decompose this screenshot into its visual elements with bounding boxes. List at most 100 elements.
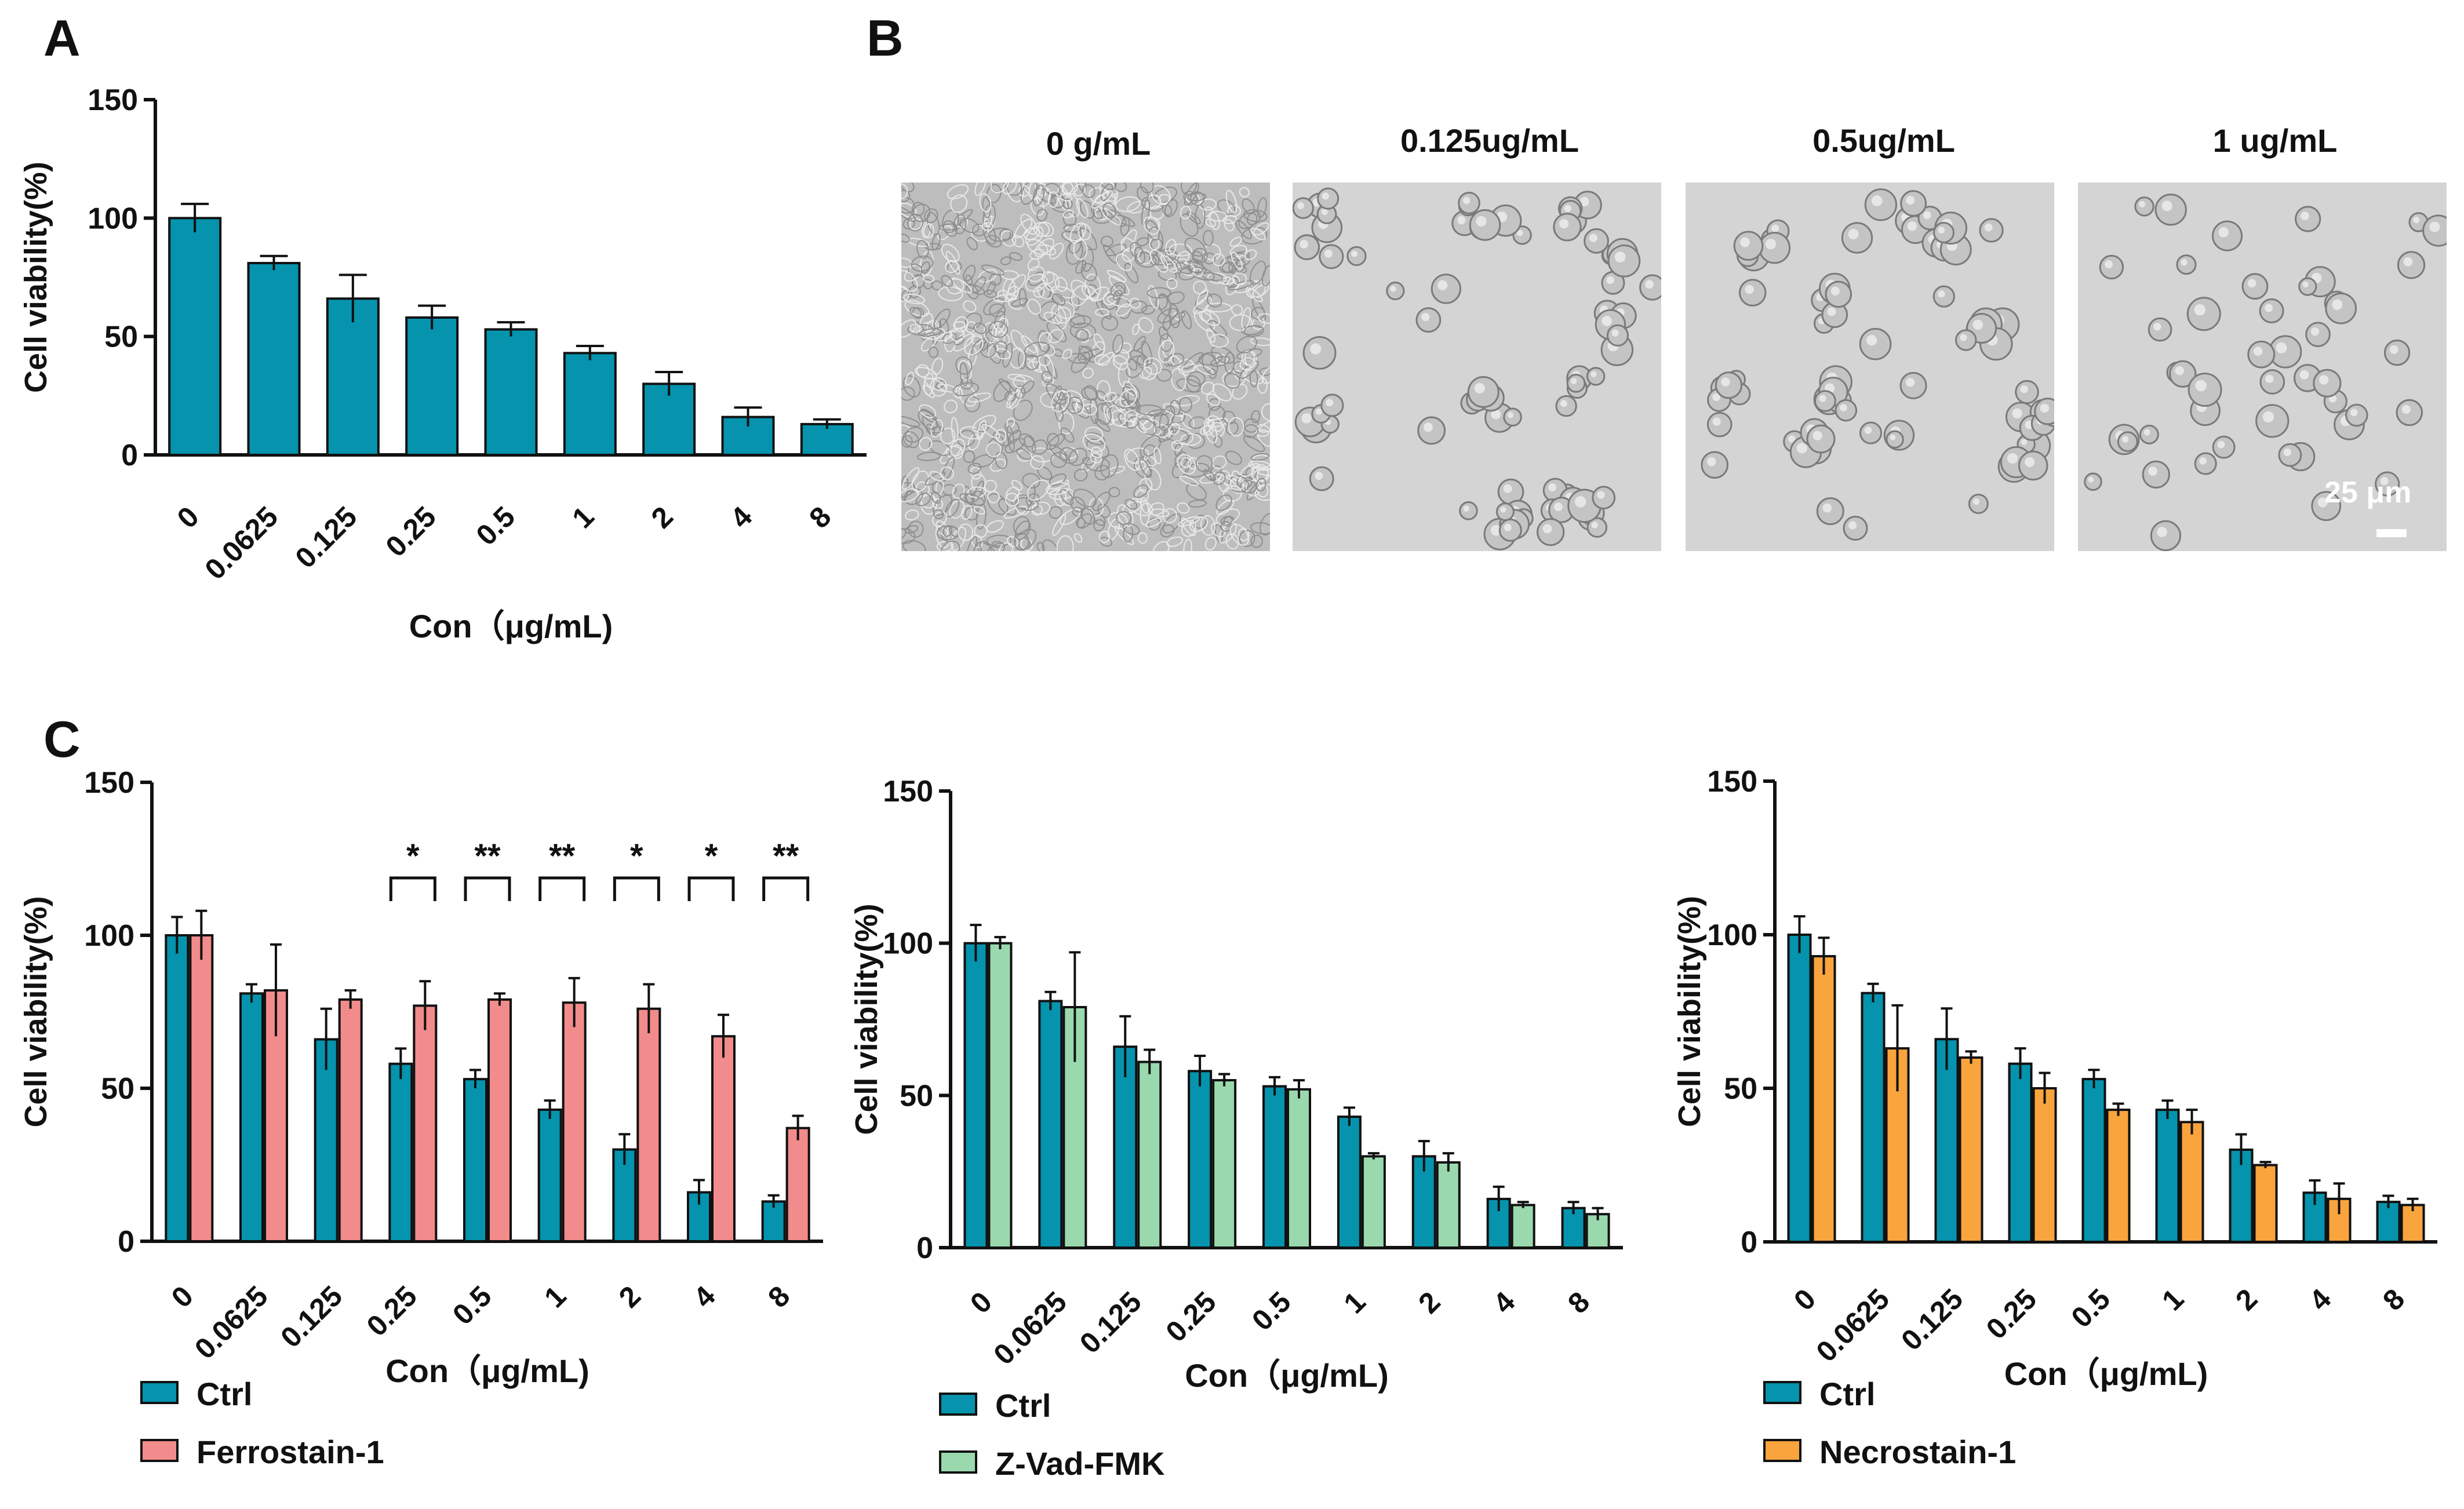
c1-significance-mark: *	[705, 837, 718, 875]
c1-bar-ferrostain-1	[189, 934, 214, 1242]
c3-bar-ctrl	[1861, 992, 1886, 1243]
scale-bar-label: 25 μm	[2324, 476, 2412, 509]
a-y-tick-label: 50	[104, 320, 138, 354]
c3-legend-label: Necrostain-1	[1819, 1434, 2016, 1470]
scale-bar	[2376, 529, 2407, 537]
c2-y-tick-label: 50	[900, 1079, 933, 1113]
c1-significance-mark: **	[773, 837, 799, 875]
c3-bar-necrostain-1	[2253, 1164, 2278, 1243]
a-x-tick-label: 0.5	[470, 500, 522, 552]
a-bar-ctrl	[405, 316, 459, 456]
c3-y-axis-label: Cell viability(%)	[1672, 896, 1707, 1127]
c2-x-tick-label: 2	[1412, 1285, 1446, 1320]
c1-legend-swatch	[140, 1381, 179, 1404]
c2-bar-ctrl	[1262, 1085, 1287, 1249]
c2-bar-ctrl	[1113, 1045, 1138, 1249]
c1-x-tick-label: 1	[538, 1280, 572, 1314]
a-x-tick-label: 2	[645, 500, 679, 534]
c3-bar-ctrl	[1787, 934, 1812, 1243]
c1-x-tick-label: 0.125	[274, 1280, 348, 1354]
c3-x-tick-label: 0.125	[1895, 1282, 1969, 1357]
c2-x-tick-label: 8	[1562, 1285, 1596, 1320]
micrograph-title-2: 0.5ug/mL	[1812, 122, 1955, 159]
c3-x-tick-label: 0	[1788, 1282, 1822, 1317]
micrograph-image-0	[901, 183, 1270, 551]
c2-x-tick-label: 0.125	[1073, 1285, 1148, 1359]
a-bar-ctrl	[247, 261, 301, 456]
c1-y-tick-label: 100	[84, 919, 134, 953]
c2-y-tick-label: 150	[883, 775, 933, 808]
c2-bar-z-vad-fmk	[1511, 1204, 1535, 1249]
c3-bar-necrostain-1	[2400, 1204, 2425, 1243]
c3-y-tick-label: 50	[1724, 1072, 1757, 1106]
c1-significance-bracket	[389, 876, 436, 901]
c1-bar-ctrl	[388, 1062, 413, 1242]
micrograph-image-1	[1293, 183, 1661, 551]
c3-legend-label: Ctrl	[1819, 1376, 1875, 1412]
a-y-tick-label: 100	[88, 202, 138, 235]
c1-x-tick-label: 0	[165, 1280, 199, 1314]
a-x-tick-label: 0.25	[380, 500, 442, 563]
c2-legend-label: Z-Vad-FMK	[995, 1445, 1164, 1482]
a-x-tick-label: 1	[566, 500, 600, 534]
c3-x-tick-label: 0.0625	[1810, 1282, 1896, 1368]
c3-bar-necrostain-1	[1811, 955, 1836, 1243]
c2-x-tick-label: 0	[964, 1285, 998, 1320]
a-bar-ctrl	[168, 217, 222, 456]
c2-x-axis-label: Con（μg/mL)	[1185, 1357, 1389, 1394]
c2-x-tick-label: 1	[1337, 1285, 1371, 1320]
panel-letter-b: B	[867, 9, 904, 67]
c1-x-axis-label: Con（μg/mL)	[385, 1353, 589, 1389]
a-x-tick-label: 0.0625	[199, 500, 285, 586]
c1-significance-mark: **	[474, 837, 501, 875]
c3-x-tick-label: 8	[2376, 1282, 2411, 1317]
c2-bar-ctrl	[1337, 1116, 1362, 1249]
c3-legend-swatch	[1763, 1381, 1801, 1404]
c3-bar-necrostain-1	[2179, 1121, 2204, 1244]
c3-legend-swatch	[1763, 1439, 1801, 1462]
c1-bar-ferrostain-1	[413, 1004, 438, 1242]
c1-significance-bracket	[538, 876, 586, 901]
c3-bar-necrostain-1	[2106, 1109, 2131, 1243]
a-y-tick-label: 150	[88, 83, 138, 117]
c1-x-tick-label: 0.0625	[188, 1280, 274, 1365]
c1-legend-label: Ctrl	[196, 1376, 252, 1412]
c1-significance-bracket	[687, 876, 735, 901]
c3-bar-ctrl	[2008, 1062, 2033, 1243]
c2-x-tick-label: 0.0625	[987, 1285, 1073, 1371]
micrograph-title-0: 0 g/mL	[1046, 125, 1151, 162]
a-y-axis-label: Cell viability(%)	[19, 162, 53, 393]
c2-legend-swatch	[939, 1393, 977, 1416]
c1-legend-label: Ferrostain-1	[196, 1434, 384, 1470]
c3-x-tick-label: 1	[2156, 1282, 2190, 1317]
c2-bar-z-vad-fmk	[1137, 1060, 1162, 1249]
c1-significance-mark: *	[406, 837, 420, 875]
c1-bar-ctrl	[463, 1078, 487, 1243]
c1-x-tick-label: 0.5	[446, 1280, 498, 1331]
a-bar-ctrl	[326, 297, 380, 457]
c1-significance-mark: **	[549, 837, 576, 875]
c1-y-axis-label: Cell viability(%)	[19, 896, 53, 1127]
c1-bar-ferrostain-1	[636, 1007, 661, 1242]
c2-bar-z-vad-fmk	[1212, 1079, 1237, 1249]
c1-bar-ferrostain-1	[264, 989, 288, 1243]
c2-x-tick-label: 0.25	[1159, 1285, 1222, 1348]
c2-bar-ctrl	[1561, 1207, 1586, 1249]
a-x-tick-label: 0	[171, 500, 205, 534]
c1-x-tick-label: 8	[762, 1280, 796, 1314]
a-x-tick-label: 0.125	[289, 500, 363, 574]
c1-bar-ctrl	[165, 934, 190, 1242]
c1-y-tick-label: 50	[101, 1072, 134, 1106]
c3-bar-necrostain-1	[2032, 1087, 2057, 1243]
c1-significance-bracket	[464, 876, 511, 901]
c3-bar-ctrl	[2081, 1078, 2106, 1243]
c3-x-tick-label: 4	[2303, 1282, 2337, 1317]
c3-y-tick-label: 100	[1707, 918, 1757, 952]
c2-y-tick-label: 100	[883, 927, 933, 961]
c2-y-tick-label: 0	[916, 1231, 933, 1265]
c2-bar-z-vad-fmk	[1436, 1161, 1461, 1249]
c2-bar-ctrl	[963, 942, 988, 1249]
c3-x-tick-label: 2	[2229, 1282, 2263, 1317]
c2-legend-label: Ctrl	[995, 1387, 1051, 1424]
